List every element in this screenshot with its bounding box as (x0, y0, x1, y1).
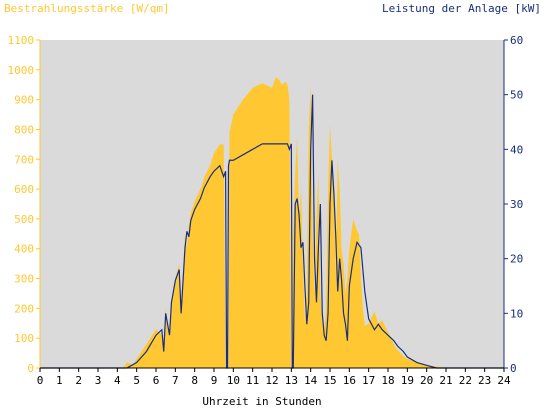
left-tick-label: 500 (14, 213, 34, 226)
x-tick-label: 17 (362, 374, 375, 387)
axes-layer (36, 39, 508, 372)
x-tick-label: 14 (304, 374, 318, 387)
left-tick-label: 0 (27, 362, 34, 375)
x-tick-label: 24 (497, 374, 511, 387)
left-tick-label: 700 (14, 153, 34, 166)
left-tick-label: 100 (14, 332, 34, 345)
power-line (40, 94, 504, 369)
x-tick-label: 1 (56, 374, 63, 387)
series-layer (40, 77, 504, 369)
x-tick-label: 5 (133, 374, 140, 387)
left-tick-label: 400 (14, 243, 34, 256)
x-tick-label: 0 (37, 374, 44, 387)
right-tick-label: 20 (510, 253, 523, 266)
x-tick-label: 8 (191, 374, 198, 387)
x-tick-label: 15 (323, 374, 336, 387)
x-tick-label: 7 (172, 374, 179, 387)
x-tick-label: 19 (401, 374, 414, 387)
left-tick-label: 300 (14, 273, 34, 286)
left-axis-title: Bestrahlungsstärke [W/qm] (4, 2, 170, 15)
right-axis-title: Leistung der Anlage [kW] (382, 2, 541, 15)
right-tick-label: 10 (510, 307, 523, 320)
x-tick-label: 11 (246, 374, 259, 387)
x-tick-label: 16 (343, 374, 356, 387)
left-tick-label: 800 (14, 123, 34, 136)
x-tick-label: 22 (459, 374, 472, 387)
x-tick-label: 4 (114, 374, 121, 387)
x-axis-title: Uhrzeit in Stunden (202, 395, 321, 408)
x-tick-label: 18 (381, 374, 394, 387)
left-tick-label: 900 (14, 94, 34, 107)
right-tick-label: 0 (510, 362, 517, 375)
x-tick-label: 2 (75, 374, 82, 387)
right-tick-label: 40 (510, 143, 523, 156)
x-tick-label: 9 (211, 374, 218, 387)
right-tick-label: 30 (510, 198, 523, 211)
x-tick-label: 23 (478, 374, 491, 387)
x-tick-label: 6 (153, 374, 160, 387)
left-tick-label: 1100 (8, 34, 35, 47)
x-tick-label: 20 (420, 374, 433, 387)
x-tick-label: 13 (285, 374, 298, 387)
x-tick-label: 12 (265, 374, 278, 387)
left-tick-label: 200 (14, 302, 34, 315)
left-tick-label: 1000 (8, 64, 35, 77)
x-tick-label: 21 (439, 374, 452, 387)
right-tick-label: 50 (510, 89, 523, 102)
x-tick-label: 3 (95, 374, 102, 387)
left-tick-label: 600 (14, 183, 34, 196)
irradiance-area (40, 77, 504, 369)
x-tick-label: 10 (227, 374, 240, 387)
label-layer: 0100200300400500600700800900100011000102… (8, 34, 524, 387)
right-tick-label: 60 (510, 34, 523, 47)
